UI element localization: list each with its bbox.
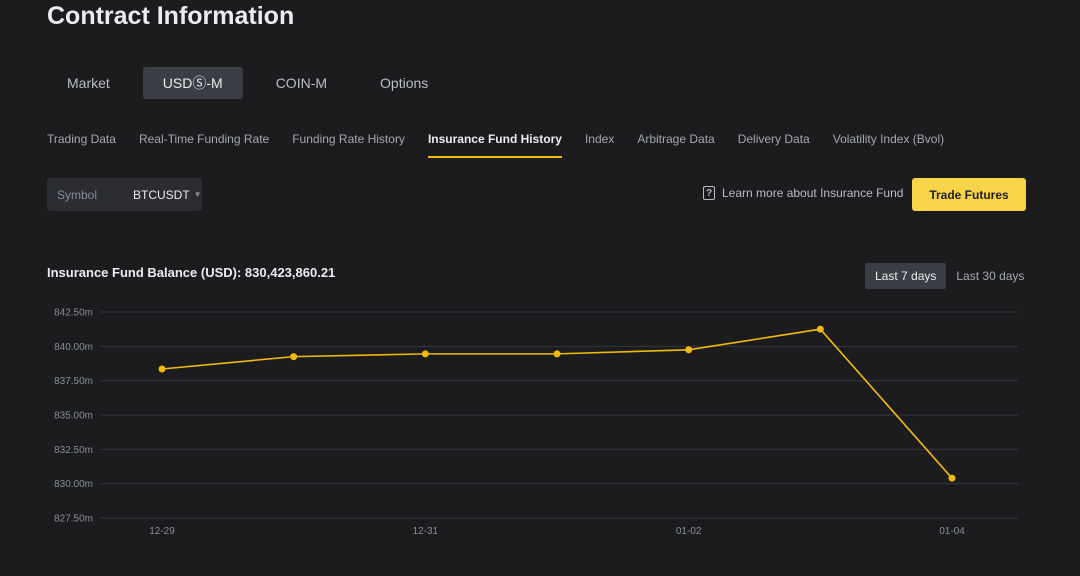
x-tick-label: 12-29: [149, 526, 175, 537]
insurance-fund-balance: Insurance Fund Balance (USD): 830,423,86…: [47, 265, 336, 280]
tab-coin-m[interactable]: COIN-M: [275, 75, 328, 91]
y-tick-label: 827.50m: [54, 514, 93, 525]
trade-futures-button[interactable]: Trade Futures: [912, 178, 1026, 211]
range-tabs: Last 7 days Last 30 days: [865, 263, 1034, 289]
subnav-funding-rate-history[interactable]: Funding Rate History: [292, 132, 405, 146]
subnav-realtime-funding-rate[interactable]: Real-Time Funding Rate: [138, 132, 270, 146]
data-point: [421, 350, 429, 358]
data-point: [816, 325, 824, 333]
question-icon: ?: [703, 186, 715, 200]
symbol-select[interactable]: Symbol BTCUSDT ▼: [47, 178, 202, 211]
tab-usds-m[interactable]: USDⓈ-M: [142, 67, 243, 99]
subnav-trading-data[interactable]: Trading Data: [47, 132, 116, 146]
subnav-index[interactable]: Index: [584, 132, 615, 146]
data-subnav: Trading Data Real-Time Funding Rate Fund…: [47, 130, 967, 158]
symbol-label: Symbol: [57, 187, 98, 202]
caret-down-icon: ▼: [193, 190, 202, 199]
subnav-volatility-index[interactable]: Volatility Index (Bvol): [832, 132, 945, 146]
tab-options[interactable]: Options: [380, 75, 429, 91]
data-point: [685, 346, 693, 354]
x-tick-label: 12-31: [413, 526, 439, 537]
range-last-30-days[interactable]: Last 30 days: [956, 269, 1025, 283]
data-point: [553, 350, 561, 358]
page-title: Contract Information: [47, 2, 295, 30]
data-point: [158, 365, 166, 373]
x-tick-label: 01-04: [939, 526, 965, 537]
y-tick-label: 832.50m: [54, 445, 93, 456]
product-tabs: Market USDⓈ-M COIN-M Options: [47, 67, 461, 99]
y-tick-label: 840.00m: [54, 342, 93, 353]
data-point: [290, 353, 298, 361]
insurance-fund-chart: 842.50m 840.00m 837.50m 835.00m 832.50m 830.0…: [54, 308, 1018, 537]
range-last-7-days[interactable]: Last 7 days: [865, 263, 947, 289]
subnav-insurance-fund-history[interactable]: Insurance Fund History: [427, 130, 562, 158]
y-tick-label: 835.00m: [54, 411, 93, 422]
data-point: [948, 474, 956, 482]
y-tick-label: 830.00m: [54, 479, 93, 490]
y-tick-label: 837.50m: [54, 376, 93, 387]
x-tick-label: 01-02: [676, 526, 702, 537]
tab-market[interactable]: Market: [67, 75, 110, 91]
learn-more-label: Learn more about Insurance Fund: [722, 186, 904, 200]
learn-more-link[interactable]: ? Learn more about Insurance Fund: [703, 186, 903, 200]
y-tick-label: 842.50m: [54, 308, 93, 319]
subnav-delivery-data[interactable]: Delivery Data: [737, 132, 810, 146]
symbol-value: BTCUSDT: [133, 187, 190, 202]
subnav-arbitrage-data[interactable]: Arbitrage Data: [637, 132, 715, 146]
